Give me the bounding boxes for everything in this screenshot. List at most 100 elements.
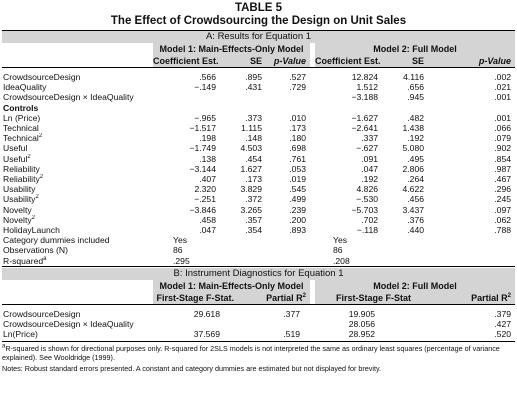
cell: 3.437 [402,204,425,215]
m2-p-header: p-Value [428,55,516,68]
cell: 86 [333,245,343,256]
cell: .200 [289,214,307,225]
cell: −3.846 [189,204,216,215]
row-label: CrowdsourceDesign × IdeaQuality [3,319,134,330]
cell: −3.188 [351,92,379,103]
cell: −.627 [356,143,379,154]
cell: 5.080 [402,143,425,154]
cell: 12.824 [351,72,379,82]
table-row: R-squareda .295 .208 [2,255,516,267]
panel-a-model1-header: Model 1: Main-Effects-Only Model [153,43,311,55]
panel-b-title: B: Instrument Diagnostics for Equation 1 [2,267,515,280]
row-label: CrowdsourceDesign [3,72,81,82]
table-row: Useful −1.749 4.503 .698 −.627 5.080 .902 [2,143,515,153]
cell: 4.826 [356,184,379,195]
table-row: Usability 2.320 3.829 .545 4.826 4.622 .296 [2,184,515,194]
cell: .377 [283,308,301,319]
panel-b-model2-header: Model 2: Full Model [315,279,516,292]
cell: .902 [494,143,512,154]
row-label: Technical [3,123,39,134]
cell: .893 [289,225,307,236]
cell: 3.829 [240,184,262,195]
cell: .656 [407,82,425,93]
cell: .173 [289,123,307,134]
row-label: Useful [3,143,28,154]
cell: .192 [361,174,379,185]
cell: 1.627 [240,163,262,174]
cell: 1.512 [356,82,379,93]
cell: .729 [289,82,307,93]
panel-b-model1-header: Model 1: Main-Effects-Only Model [153,279,311,292]
cell: .002 [494,72,512,82]
cell: .427 [494,319,512,330]
cell: .545 [289,184,307,195]
cell: .373 [245,112,262,123]
cell: .519 [283,329,301,340]
table-row: Technical −1.517 1.115 .173 −2.641 1.438 .066 [2,123,515,133]
cell: 2.806 [402,163,425,174]
row-label: Usability [3,184,36,195]
table-row: Category dummies included Yes Yes [2,235,515,245]
cell: 1.115 [241,123,262,134]
cell: .456 [407,194,425,205]
m1-coef-header: Coefficient Est. [153,55,220,68]
cell: .066 [494,123,512,134]
cell: 28.952 [348,329,376,340]
cell: 3.265 [240,204,262,215]
cell: .495 [407,153,425,164]
cell: −1.517 [189,123,216,134]
cell: .047 [199,225,216,236]
cell: 1.438 [402,123,425,134]
table-row: Reliability2 .407 .173 .019 .192 .264 .467 [2,174,515,184]
cell: −.118 [356,225,379,236]
cell: .379 [494,308,512,319]
cell: .001 [494,92,512,103]
cell: .482 [407,112,425,123]
cell: 4.622 [402,184,425,195]
cell: −1.749 [189,143,216,154]
row-label: Reliability [3,163,40,174]
cell: .062 [494,214,512,225]
cell: .372 [245,194,262,205]
cell [220,92,266,102]
b-m2-partialr-header: Partial R2 [415,291,516,305]
cell: .192 [407,133,425,144]
cell: .467 [494,174,512,185]
cell: .148 [245,133,262,144]
cell [153,319,238,329]
cell: .407 [199,174,216,185]
row-label: R-squareda [2,255,153,267]
table-row: Technical2 .198 .148 .180 .337 .192 .079 [2,133,515,143]
row-label: Usability2 [3,194,39,205]
cell: −5.703 [351,204,379,215]
table-row: CrowdsourceDesign × IdeaQuality 28.056 .42… [2,319,515,329]
table-row: Novelty2 .458 .357 .200 .702 .376 .062 [2,215,515,225]
cell: 19.905 [348,308,376,319]
cell: .198 [199,133,216,144]
m2-coef-header: Coefficient Est. [315,55,383,68]
table-row: Usability2 −.251 .372 .499 −.530 .456 .245 [2,194,515,204]
cell: .945 [407,92,425,103]
row-label: Ln (Price) [3,112,41,123]
panel-a-title: A: Results for Equation 1 [2,30,515,43]
table-row: CrowdsourceDesign .566 .895 .527 12.824 4.116… [2,72,515,82]
row-label: Reliability2 [3,174,44,185]
cell: 4.116 [403,72,425,82]
table-label: TABLE 5 [234,2,283,14]
cell: .499 [289,194,307,205]
cell: .239 [289,204,307,215]
table-row: Ln(Price) 37.569 .519 28.952 .520 [2,329,515,339]
cell: .010 [289,112,307,123]
row-label: Useful2 [3,153,31,164]
cell: −3.144 [189,163,216,174]
cell: .431 [245,82,262,93]
row-label: HolidayLaunch [3,225,60,236]
cell: −2.641 [351,123,379,134]
table-page: TABLE 5 The Effect of Crowdsourcing the … [2,2,516,373]
cell: .001 [494,112,512,123]
row-label: Novelty2 [3,214,35,225]
cell: .440 [407,225,425,236]
cell: 2.320 [194,184,216,195]
m1-se-header: SE [220,55,266,68]
footnote-a: aR-squared is shown for directional purp… [2,344,500,363]
